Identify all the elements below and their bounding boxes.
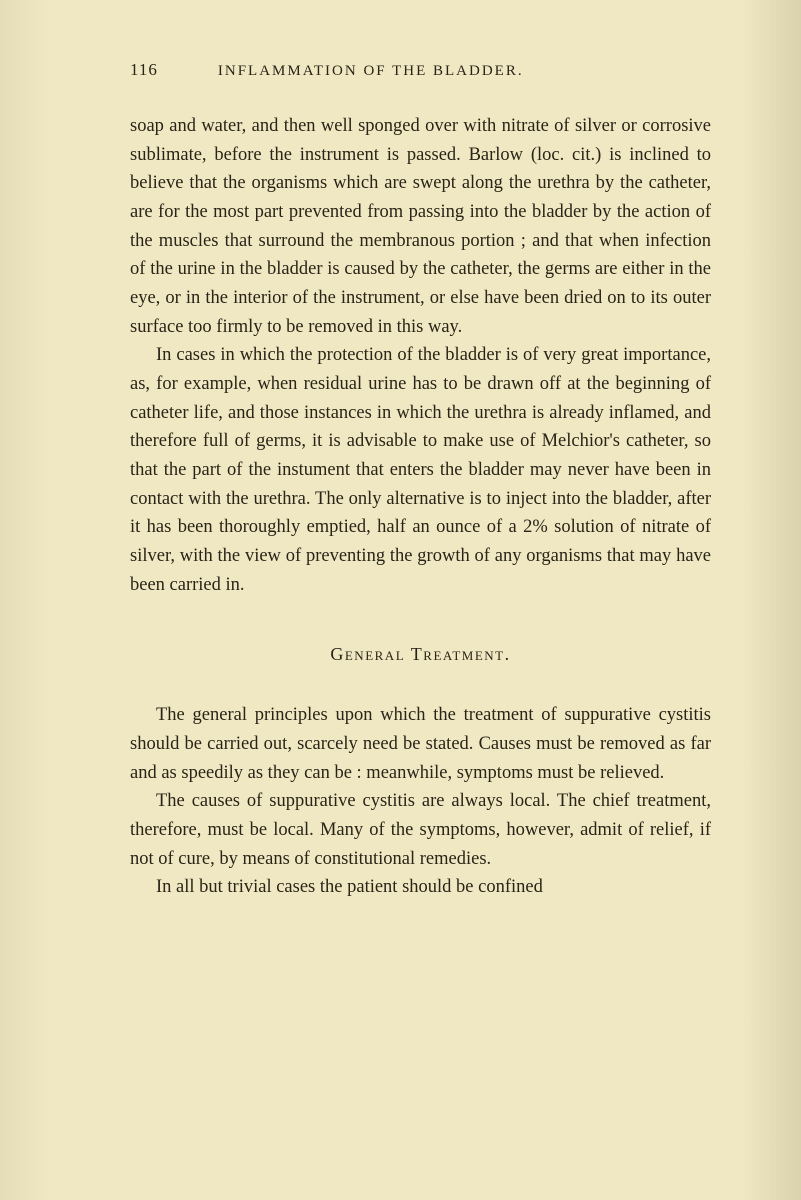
page-container: 116 INFLAMMATION OF THE BLADDER. soap an… — [0, 0, 801, 952]
running-title: INFLAMMATION OF THE BLADDER. — [218, 63, 524, 80]
page-header: 116 INFLAMMATION OF THE BLADDER. — [130, 60, 711, 80]
paragraph-2: In cases in which the protection of the … — [130, 341, 711, 599]
section-heading: General Treatment. — [130, 641, 711, 669]
paragraph-3: The general principles upon which the tr… — [130, 701, 711, 787]
body-text: soap and water, and then well sponged ov… — [130, 112, 711, 902]
paragraph-5: In all but trivial cases the patient sho… — [130, 873, 711, 902]
paragraph-4: The causes of suppurative cystitis are a… — [130, 787, 711, 873]
page-number: 116 — [130, 60, 158, 80]
paragraph-1: soap and water, and then well sponged ov… — [130, 112, 711, 341]
